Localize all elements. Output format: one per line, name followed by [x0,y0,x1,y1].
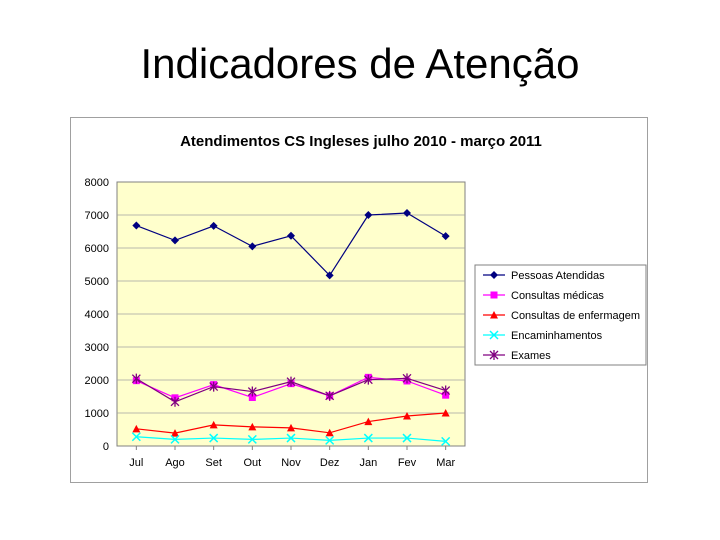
data-point [325,271,334,280]
x-tick-label: Mar [436,457,455,469]
legend-label: Encaminhamentos [511,330,603,342]
data-point [247,386,257,397]
legend-label: Consultas de enfermagem [511,310,640,322]
data-point [364,417,373,426]
data-point [247,434,257,444]
series-consultas-de-enfermagem [132,409,450,437]
x-tick-label: Nov [281,457,301,469]
slide-title: Indicadores de Atenção [140,40,580,87]
data-point [286,376,296,387]
y-tick-label: 2000 [85,375,109,387]
legend-entries: Pessoas Atendidas Consultas médicas Consul… [483,270,640,362]
legend-marker [490,271,498,279]
data-point [402,373,412,384]
data-point [325,390,335,401]
legend-marker [490,291,498,299]
x-tick-label: Dez [320,457,340,469]
data-point [131,432,141,442]
data-point [402,433,412,443]
y-tick-label: 1000 [85,408,109,420]
x-axis: Jul Ago Set Out Nov Dez Jan Fev Mar [129,446,455,469]
y-tick-label: 8000 [85,177,109,189]
data-point [170,434,180,444]
data-point [171,429,179,437]
series-encaminhamentos [131,432,451,446]
legend-entry: Consultas de enfermagem [483,310,640,322]
data-point [441,232,450,241]
legend-entry: Pessoas Atendidas [483,270,605,282]
series-pessoas-atendidas [132,209,450,280]
data-point [403,411,411,420]
data-point [209,221,218,230]
data-point [209,381,219,392]
data-point [132,221,141,230]
x-tick-label: Jan [359,457,377,469]
x-tick-label: Ago [165,457,185,469]
data-point [171,236,179,245]
legend-entry: Consultas médicas [483,290,604,302]
data-point [132,424,141,433]
data-point [364,211,373,219]
data-point [248,393,256,401]
x-tick-label: Set [205,457,222,469]
x-tick-label: Out [243,457,261,469]
data-point [209,433,219,443]
x-tick-label: Jul [129,457,143,469]
data-point [441,436,451,446]
chart-title: Atendimentos CS Ingleses julho 2010 - ma… [180,133,542,150]
legend-marker [489,350,499,360]
y-tick-label: 0 [103,441,109,453]
legend-label: Consultas médicas [511,290,604,302]
y-tick-label: 5000 [85,276,109,288]
data-point [287,231,295,240]
y-tick-label: 6000 [85,243,109,255]
data-point [209,420,218,429]
y-axis: 0 1000 2000 3000 4000 5000 6000 7000 8000 [85,177,109,453]
data-point [286,433,296,443]
legend-marker [489,330,499,340]
y-tick-label: 3000 [85,342,109,354]
series-layer [131,209,451,446]
legend-label: Exames [511,350,551,362]
legend-marker [490,311,498,319]
line-chart: Atendimentos CS Ingleses julho 2010 - ma… [85,133,647,469]
data-point [248,422,257,431]
data-point [325,428,334,437]
data-point [363,374,373,385]
data-point [287,423,295,432]
series-exames [131,373,451,407]
y-tick-label: 4000 [85,309,109,321]
data-point [441,409,450,417]
data-point [441,385,451,396]
data-point [170,396,180,407]
data-point [248,242,257,251]
legend-label: Pessoas Atendidas [511,270,605,282]
legend-entry: Exames [483,350,551,362]
chart-frame: Atendimentos CS Ingleses julho 2010 - ma… [70,117,648,483]
data-point [131,373,141,384]
legend-entry: Encaminhamentos [483,330,603,342]
data-point [325,435,335,445]
y-tick-label: 7000 [85,210,109,222]
data-point [363,433,373,443]
data-point [403,209,411,218]
x-tick-label: Fev [398,457,417,469]
